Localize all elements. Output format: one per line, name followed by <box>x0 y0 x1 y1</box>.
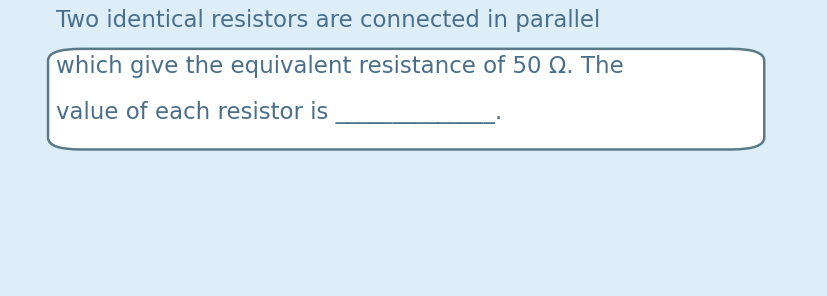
Text: Two identical resistors are connected in parallel: Two identical resistors are connected in… <box>56 9 600 32</box>
Text: which give the equivalent resistance of 50 Ω. The: which give the equivalent resistance of … <box>56 55 624 78</box>
Text: value of each resistor is ______________.: value of each resistor is ______________… <box>56 101 502 124</box>
FancyBboxPatch shape <box>48 49 763 149</box>
